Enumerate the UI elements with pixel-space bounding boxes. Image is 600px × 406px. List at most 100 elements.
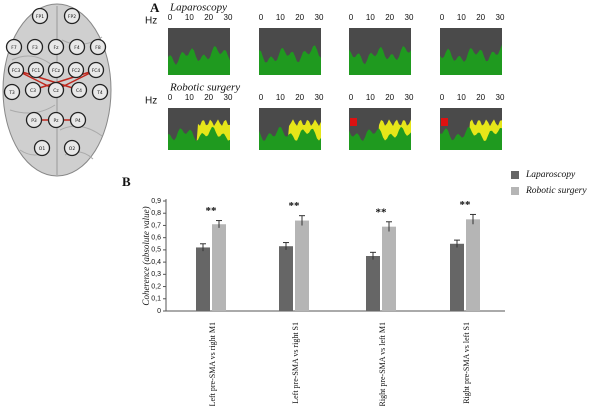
hz-tick-label: 0 — [259, 93, 264, 102]
electrode — [68, 38, 86, 56]
y-tick-label: 0,4 — [151, 259, 161, 266]
electrode — [47, 111, 65, 129]
hz-tick-label: 20 — [295, 13, 304, 22]
electrode — [31, 7, 49, 25]
electrode-label: FC1 — [32, 68, 41, 74]
spectrogram-low — [168, 126, 230, 150]
bar — [196, 247, 210, 311]
electrode-label: FP2 — [68, 14, 76, 20]
significance: ** — [206, 205, 218, 217]
hz-tick-label: 30 — [405, 13, 414, 22]
hz-tick-label: 0 — [168, 93, 173, 102]
row-title: Robotic surgery — [169, 82, 240, 94]
electrode-label: Cz — [53, 88, 59, 94]
spectrogram-low — [259, 127, 321, 150]
hz-tick-label: 20 — [204, 13, 213, 22]
bar — [450, 243, 464, 311]
electrode — [87, 61, 105, 79]
electrode — [91, 83, 109, 101]
significance: ** — [289, 200, 301, 212]
significance: ** — [460, 199, 472, 211]
bar — [366, 256, 380, 311]
hz-tick-label: 20 — [204, 93, 213, 102]
y-tick-label: 0 — [157, 308, 161, 315]
bar — [295, 220, 309, 311]
electrode-label: O1 — [39, 146, 46, 152]
legend-swatch — [511, 171, 519, 179]
x-tick-label: Left pre-SMA vs right S1 — [291, 322, 300, 404]
hz-tick-label: 20 — [476, 93, 485, 102]
hz-tick-label: 0 — [259, 13, 264, 22]
panel-label: A — [150, 0, 160, 15]
row-title: Laparoscopy — [169, 2, 227, 14]
hz-tick-label: 10 — [185, 13, 194, 22]
hz-tick-label: 30 — [315, 93, 324, 102]
electrode-label: FC2 — [72, 68, 81, 74]
hz-tick-label: 30 — [496, 13, 505, 22]
electrode — [5, 38, 23, 56]
y-tick-label: 0,5 — [151, 247, 161, 254]
electrode — [63, 7, 81, 25]
electrode-label: FC3 — [12, 68, 21, 74]
x-tick-label: Right pre-SMA vs left S1 — [462, 322, 471, 404]
hz-tick-label: 10 — [276, 93, 285, 102]
legend-label: Robotic surgery — [525, 186, 587, 196]
electrode-label: P3 — [31, 118, 37, 124]
electrode — [47, 81, 65, 99]
hz-tick-label: 10 — [457, 13, 466, 22]
electrode — [3, 83, 21, 101]
electrode — [47, 38, 65, 56]
electrode — [70, 81, 88, 99]
electrode — [26, 38, 44, 56]
panel-label: B — [122, 174, 131, 189]
bar — [212, 224, 226, 311]
electrode-label: O2 — [69, 146, 76, 152]
electrode — [47, 61, 65, 79]
x-tick-label: Right pre-SMA vs left M1 — [378, 322, 387, 406]
electrode — [33, 139, 51, 157]
electrode-label: C3 — [30, 88, 36, 94]
spectrogram-peak — [441, 118, 448, 126]
spectrogram-low — [259, 45, 321, 75]
bar — [279, 246, 293, 311]
electrode — [89, 38, 107, 56]
electrode-label: F3 — [32, 45, 38, 51]
y-tick-label: 0,9 — [151, 198, 161, 205]
hz-tick-label: 20 — [476, 13, 485, 22]
bar — [382, 226, 396, 311]
spectrogram-low — [168, 46, 230, 75]
spectrogram-low — [440, 44, 502, 75]
hz-tick-label: 0 — [349, 93, 354, 102]
hz-label: Hz — [145, 96, 157, 107]
electrode-label: F4 — [74, 45, 80, 51]
hz-tick-label: 30 — [315, 13, 324, 22]
y-tick-label: 0,2 — [151, 283, 161, 290]
electrode — [69, 111, 87, 129]
hz-tick-label: 20 — [385, 13, 394, 22]
electrode-label: Pz — [53, 118, 59, 124]
electrode-label: P4 — [75, 118, 81, 124]
hz-tick-label: 0 — [440, 93, 445, 102]
hz-tick-label: 10 — [366, 13, 375, 22]
electrode-label: F7 — [11, 45, 17, 51]
hz-tick-label: 0 — [440, 13, 445, 22]
legend-swatch — [511, 187, 519, 195]
hz-tick-label: 30 — [496, 93, 505, 102]
hz-tick-label: 30 — [224, 13, 233, 22]
hz-tick-label: 10 — [366, 93, 375, 102]
y-tick-label: 0,1 — [151, 296, 161, 303]
y-tick-label: 0,7 — [151, 222, 161, 229]
electrode-label: F8 — [95, 45, 101, 51]
bar — [466, 219, 480, 311]
spectrogram-peak — [350, 118, 357, 126]
electrode-label: T4 — [96, 90, 103, 96]
y-tick-label: 0,6 — [151, 235, 161, 242]
electrode-label: T3 — [8, 90, 15, 96]
electrode — [24, 81, 42, 99]
y-tick-label: 0,3 — [151, 271, 161, 278]
hz-tick-label: 0 — [168, 13, 173, 22]
electrode-label: FP1 — [36, 14, 44, 20]
legend-label: Laparoscopy — [525, 170, 576, 180]
spectrogram-low — [349, 126, 411, 150]
